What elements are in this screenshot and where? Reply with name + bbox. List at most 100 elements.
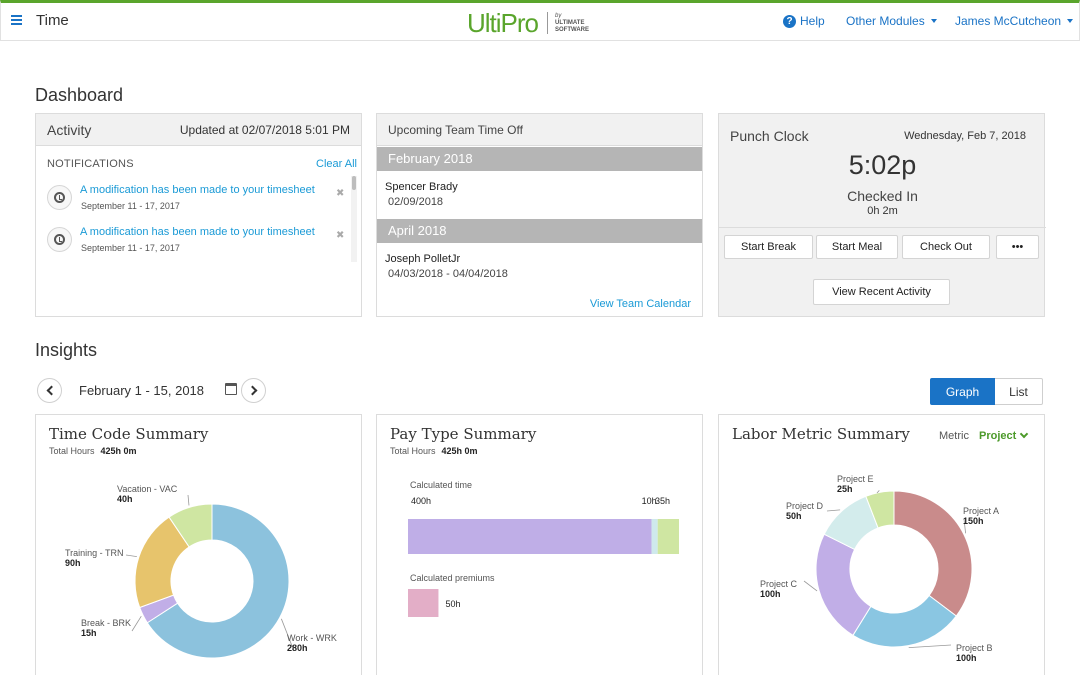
leader-line bbox=[908, 644, 952, 649]
series-label: Calculated premiums bbox=[410, 573, 495, 583]
insights-title: Insights bbox=[35, 340, 98, 360]
view-recent-activity-button[interactable]: View Recent Activity bbox=[813, 279, 950, 305]
slice-value: 40h bbox=[117, 494, 133, 504]
team-time-off-title: Upcoming Team Time Off bbox=[388, 122, 523, 137]
slice-value: 50h bbox=[786, 511, 802, 521]
team-time-off-header: Upcoming Team Time Off bbox=[377, 114, 702, 146]
help-icon: ? bbox=[783, 14, 796, 28]
slice-work-wrk[interactable] bbox=[146, 503, 290, 659]
clear-all-link[interactable]: Clear All bbox=[316, 158, 357, 170]
logo-wordmark: UltiPro bbox=[467, 7, 539, 38]
slice-value: 25h bbox=[837, 484, 853, 494]
series-label: Calculated time bbox=[410, 480, 472, 490]
chevron-down-icon[interactable] bbox=[1019, 429, 1029, 439]
slice-label: Project E bbox=[837, 474, 874, 484]
leader-line bbox=[963, 518, 967, 534]
ultipro-logo: UltiPro by ULTIMATE SOFTWARE bbox=[467, 8, 589, 38]
dashboard-title: Dashboard bbox=[35, 85, 124, 105]
leader-line bbox=[803, 580, 818, 592]
bar-value-label: 400h bbox=[411, 496, 431, 506]
dismiss-icon[interactable]: ✖ bbox=[336, 188, 345, 199]
punch-clock-time: 5:02p bbox=[848, 150, 917, 180]
bar-segment[interactable] bbox=[408, 589, 439, 617]
bar-value-label: 10h bbox=[642, 496, 657, 506]
slice-value: 280h bbox=[287, 643, 308, 653]
slice-project-a[interactable] bbox=[893, 490, 973, 617]
slice-vacation-vac[interactable] bbox=[168, 503, 213, 548]
slice-label: Project B bbox=[956, 643, 993, 653]
bar-value-label: 35h bbox=[655, 496, 670, 506]
caret-down-icon bbox=[930, 19, 937, 23]
dismiss-icon[interactable]: ✖ bbox=[336, 230, 345, 241]
leader-line bbox=[280, 618, 295, 652]
list-view-button[interactable]: List bbox=[995, 378, 1043, 405]
calendar-icon[interactable] bbox=[225, 383, 237, 395]
pay-type-summary-card: Pay Type Summary Total Hours 425h 0m Calc… bbox=[376, 414, 703, 675]
activity-card: Activity Updated at 02/07/2018 5:01 PM N… bbox=[35, 113, 362, 317]
month-header: February 2018 bbox=[377, 147, 702, 171]
notification-link[interactable]: A modification has been made to your tim… bbox=[80, 184, 315, 196]
time-off-dates: 04/03/2018 - 04/04/2018 bbox=[388, 268, 508, 280]
punch-status: Checked In bbox=[847, 188, 918, 204]
bar-segment[interactable] bbox=[408, 519, 652, 554]
start-break-button[interactable]: Start Break bbox=[724, 235, 813, 259]
slice-label: Project A bbox=[963, 506, 999, 516]
check-out-button[interactable]: Check Out bbox=[902, 235, 990, 259]
activity-updated: Updated at 02/07/2018 5:01 PM bbox=[179, 122, 350, 137]
help-link[interactable]: ? Help bbox=[783, 14, 825, 28]
employee-name: Spencer Brady bbox=[385, 181, 458, 193]
slice-project-c[interactable] bbox=[815, 533, 872, 637]
notification-link[interactable]: A modification has been made to your tim… bbox=[80, 226, 315, 238]
time-code-summary-card: Time Code Summary Total Hours 425h 0m Wor… bbox=[35, 414, 362, 675]
other-modules-menu[interactable]: Other Modules bbox=[846, 14, 937, 28]
slice-value: 100h bbox=[760, 589, 781, 599]
logo-byline: by ULTIMATE SOFTWARE bbox=[555, 12, 590, 33]
view-team-calendar-link[interactable]: View Team Calendar bbox=[589, 298, 691, 310]
top-bar: Time UltiPro by ULTIMATE SOFTWARE ? Help… bbox=[0, 0, 1080, 41]
previous-period-button[interactable] bbox=[37, 378, 62, 403]
metric-selector[interactable]: Project bbox=[979, 430, 1017, 442]
slice-project-e[interactable] bbox=[865, 490, 895, 529]
employee-name: Joseph PolletJr bbox=[385, 253, 461, 265]
team-time-off-card: Upcoming Team Time Off February 2018 Spe… bbox=[376, 113, 703, 317]
time-off-dates: 02/09/2018 bbox=[388, 196, 444, 208]
date-range: February 1 - 15, 2018 bbox=[79, 383, 205, 398]
hamburger-menu-icon[interactable] bbox=[11, 15, 22, 25]
slice-value: 100h bbox=[956, 653, 977, 663]
slice-label: Vacation - VAC bbox=[117, 484, 178, 494]
more-actions-button[interactable]: ••• bbox=[996, 235, 1039, 259]
slice-value: 150h bbox=[963, 516, 984, 526]
notification-date: September 11 - 17, 2017 bbox=[81, 243, 180, 253]
punch-clock-card: Punch Clock Wednesday, Feb 7, 2018 5:02p… bbox=[718, 113, 1046, 317]
labor-metric-summary-title: Labor Metric Summary bbox=[732, 425, 910, 443]
punch-clock-title: Punch Clock bbox=[730, 128, 809, 144]
clock-icon bbox=[47, 185, 72, 210]
leader-line bbox=[826, 509, 841, 512]
notification-item: A modification has been made to your tim… bbox=[47, 226, 347, 262]
slice-label: Project D bbox=[786, 501, 824, 511]
user-menu[interactable]: James McCutcheon bbox=[955, 14, 1074, 28]
start-meal-button[interactable]: Start Meal bbox=[816, 235, 898, 259]
month-header: April 2018 bbox=[377, 219, 702, 243]
leader-line bbox=[876, 490, 880, 494]
punch-duration: 0h 2m bbox=[867, 205, 898, 217]
bar-value-label: 50h bbox=[445, 599, 460, 609]
chevron-left-icon bbox=[46, 385, 56, 396]
bar-segment[interactable] bbox=[651, 519, 658, 554]
notifications-scrollbar[interactable] bbox=[351, 176, 357, 262]
labor-metric-summary-card: Labor Metric Summary Metric Project Proj… bbox=[718, 414, 1045, 675]
pay-type-total-hours: Total Hours 425h 0m bbox=[390, 446, 478, 456]
slice-label: Work - WRK bbox=[287, 633, 337, 643]
chevron-right-icon bbox=[247, 385, 257, 396]
graph-view-button[interactable]: Graph bbox=[930, 378, 995, 405]
metric-label: Metric bbox=[939, 430, 969, 442]
slice-label: Training - TRN bbox=[65, 548, 124, 558]
clock-icon bbox=[47, 227, 72, 252]
next-period-button[interactable] bbox=[241, 378, 266, 403]
leader-line bbox=[187, 494, 190, 506]
slice-label: Break - BRK bbox=[81, 618, 131, 628]
bar-segment[interactable] bbox=[657, 519, 679, 554]
